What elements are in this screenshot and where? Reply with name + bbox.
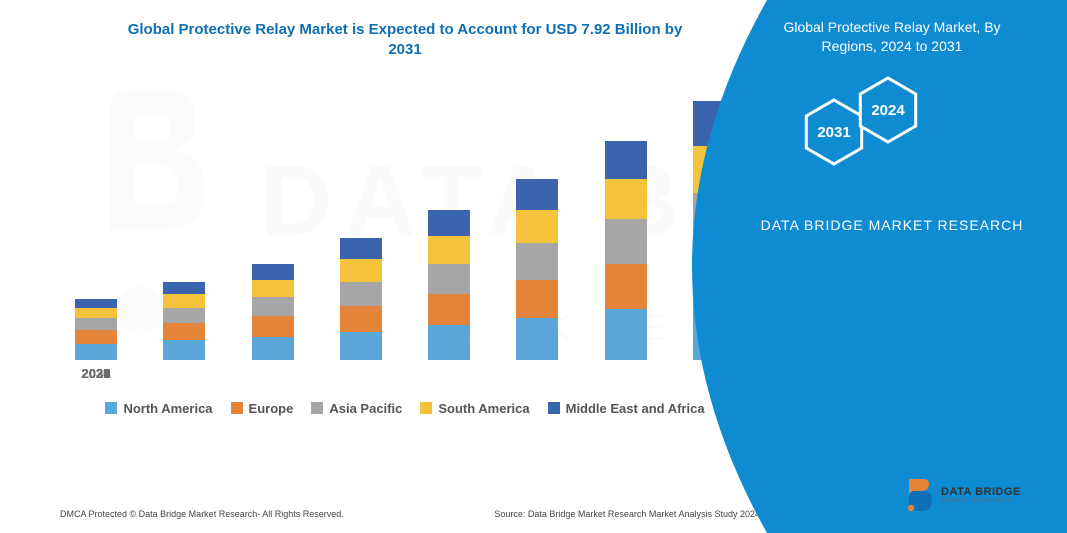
bar-segment [163,308,205,324]
right-panel-title: Global Protective Relay Market, By Regio… [757,18,1027,56]
bar-segment [252,297,294,316]
bar-segment [340,282,382,306]
bar-segment [75,318,117,330]
legend-swatch [105,402,117,414]
bar-segment [516,210,558,243]
bar-segment [252,280,294,297]
legend-swatch [231,402,243,414]
bar-segment [252,264,294,280]
logo-text-sub: MARKET RESEARCH [941,498,1021,504]
bar-segment [340,332,382,360]
bar-segment [516,243,558,279]
bar-segment [428,325,470,360]
x-axis-label: 2031 [66,366,126,381]
bar-column [75,299,117,360]
legend-item: North America [105,401,212,416]
bar-segment [163,340,205,359]
bar-segment [428,264,470,293]
bar-column [252,264,294,359]
bar-segment [75,308,117,318]
logo-icon [905,477,935,513]
bar-segment [252,316,294,337]
bar-segment [605,179,647,219]
bar-segment [428,294,470,325]
legend-label: Asia Pacific [329,401,402,416]
brand-text: DATA BRIDGE MARKET RESEARCH [757,214,1027,236]
legend-swatch [420,402,432,414]
legend-label: South America [438,401,529,416]
chart-title: Global Protective Relay Market is Expect… [115,20,695,61]
legend-swatch [548,402,560,414]
bar-column [163,282,205,360]
bar-segment [252,337,294,360]
logo: DATA BRIDGE MARKET RESEARCH [905,475,1045,515]
bar-segment [516,318,558,360]
bar-segment [75,344,117,360]
bar-segment [163,323,205,340]
hex-back-label: 2031 [817,124,850,141]
bar-segment [605,219,647,264]
bar-column [340,238,382,359]
bar-column [428,210,470,359]
legend-swatch [311,402,323,414]
stacked-bar-chart: 20242025202620272028202920302031 [65,81,745,391]
footer-copyright: DMCA Protected © Data Bridge Market Rese… [60,509,344,519]
bar-segment [340,306,382,332]
bar-column [516,179,558,359]
bar-segment [605,264,647,309]
hex-front-label: 2024 [871,102,905,119]
bar-segment [340,238,382,259]
logo-text-main: DATA BRIDGE [941,486,1021,498]
bar-segment [163,282,205,294]
bar-column [605,141,647,359]
bar-segment [605,309,647,359]
bar-segment [75,299,117,308]
bar-segment [428,210,470,236]
legend-item: South America [420,401,529,416]
bar-segment [516,179,558,210]
legend-item: Asia Pacific [311,401,402,416]
legend-label: Europe [249,401,294,416]
legend-item: Europe [231,401,294,416]
bar-segment [340,259,382,282]
legend-label: North America [123,401,212,416]
right-panel: Global Protective Relay Market, By Regio… [727,0,1067,533]
bar-segment [428,236,470,264]
bar-segment [163,294,205,308]
bar-segment [516,280,558,318]
bar-segment [75,330,117,344]
hexagon-year-badges: 2031 2024 [802,74,982,184]
bar-segment [605,141,647,179]
